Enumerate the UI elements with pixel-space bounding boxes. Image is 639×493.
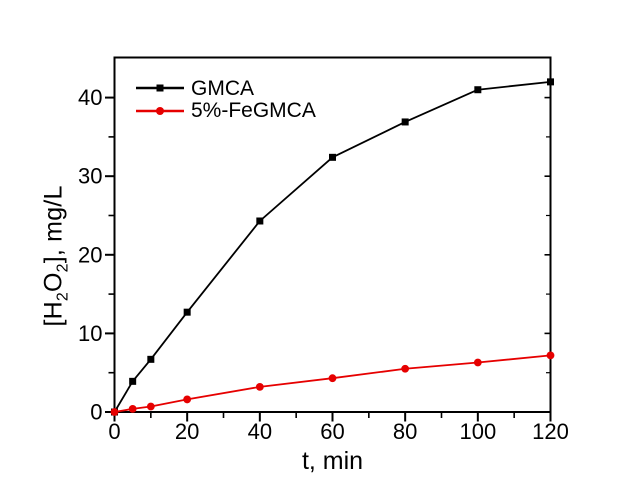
- y-tick-label: 30: [78, 164, 102, 189]
- y-axis-title-part: O: [39, 272, 68, 293]
- x-axis-title: t, min: [301, 447, 364, 475]
- axis-frame: [113, 56, 552, 413]
- data-point-circle: [183, 395, 192, 404]
- y-axis-title-subscript: 2: [54, 263, 72, 273]
- y-tick-label: 40: [78, 85, 102, 110]
- data-point-circle: [473, 358, 482, 367]
- x-tick-label: 20: [175, 419, 199, 444]
- y-tick-label: 20: [78, 242, 102, 267]
- legend-item-gmca: GMCA: [135, 77, 316, 100]
- legend-line-circle-sample: [136, 106, 184, 115]
- data-point-square: [147, 355, 155, 363]
- legend-item-fegmca: 5%-FeGMCA: [135, 100, 316, 123]
- data-point-circle: [110, 408, 119, 416]
- x-tick-label: 80: [393, 419, 417, 444]
- y-tick-label: 10: [78, 321, 102, 346]
- y-axis-title-subscript: 2: [54, 292, 72, 302]
- y-tick-label: 0: [90, 400, 102, 425]
- x-tick-label: 100: [459, 419, 496, 444]
- data-point-circle: [328, 374, 337, 383]
- y-axis-title-part: ], mg/L: [39, 185, 68, 264]
- data-point-circle: [146, 402, 155, 411]
- x-tick-label: 0: [108, 419, 120, 444]
- data-point-circle: [128, 404, 137, 413]
- data-point-square: [183, 308, 191, 316]
- data-point-circle: [255, 382, 264, 391]
- y-axis-title-part: [H: [39, 301, 68, 327]
- data-point-circle: [401, 364, 410, 373]
- data-point-circle: [546, 351, 555, 360]
- y-axis-title: [H2O2], mg/L: [40, 185, 73, 326]
- legend-line-square-sample: [136, 84, 184, 92]
- x-tick-label: 120: [532, 419, 569, 444]
- data-point-square: [256, 217, 264, 225]
- legend-circle-marker-icon: [156, 106, 164, 115]
- series-line-5-fegmca: [113, 354, 552, 413]
- data-point-square: [129, 377, 137, 385]
- legend-square-marker-icon: [156, 84, 164, 92]
- legend-label-gmca: GMCA: [191, 76, 254, 100]
- data-point-square: [401, 118, 409, 126]
- x-tick-label: 60: [320, 419, 344, 444]
- data-point-square: [474, 86, 482, 94]
- x-tick-label: 40: [248, 419, 272, 444]
- legend-label-fegmca: 5%-FeGMCA: [191, 99, 316, 123]
- data-point-square: [547, 78, 554, 86]
- legend: GMCA 5%-FeGMCA: [135, 77, 316, 122]
- data-point-square: [329, 153, 336, 161]
